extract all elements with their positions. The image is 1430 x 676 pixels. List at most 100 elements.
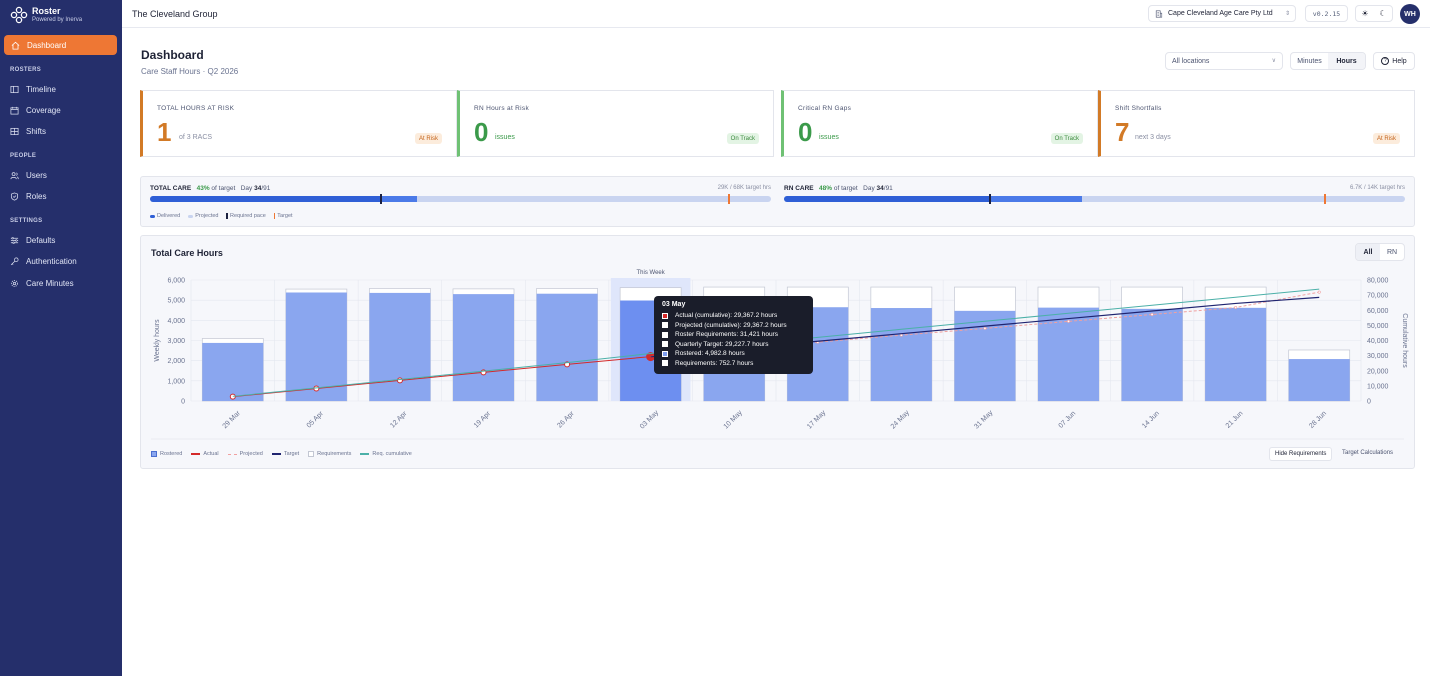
rn-care-percent: 48% (819, 185, 833, 192)
brand[interactable]: Roster Powered by Inerva (10, 6, 82, 24)
kpi-label: Critical RN Gaps (798, 105, 852, 112)
facility-name: Cape Cleveland Age Care Pty Ltd (1168, 10, 1273, 17)
rostered-bar (452, 294, 515, 401)
legend-projected[interactable]: Projected (227, 451, 263, 457)
page-subtitle: Care Staff Hours · Q2 2026 (141, 67, 239, 76)
legend-target[interactable]: Target (271, 451, 299, 457)
facility-selector[interactable]: Cape Cleveland Age Care Pty Ltd ⇕ (1148, 5, 1296, 22)
tooltip-row: Rostered: 4,982.8 hours (662, 349, 805, 359)
y-tick-label: 0 (181, 399, 185, 406)
unit-hours-button[interactable]: Hours (1328, 53, 1365, 69)
total-care-label: TOTAL CARE (150, 185, 192, 192)
legend-delivered: Delivered (150, 213, 180, 219)
help-button[interactable]: ? Help (1373, 52, 1415, 70)
legend-target: Target (273, 213, 293, 219)
kpi-card-total-hours[interactable]: TOTAL HOURS AT RISK 1 of 3 RACS At Risk (140, 90, 457, 157)
version-badge: v0.2.15 (1305, 5, 1348, 22)
chart-scope-toggle[interactable]: All RN (1355, 243, 1405, 261)
required-pace-marker (988, 194, 991, 204)
rostered-bar (1205, 307, 1267, 401)
rn-care-day: 34 (876, 185, 884, 192)
y2-tick-label: 30,000 (1367, 353, 1389, 360)
sidebar-item-dashboard[interactable]: Dashboard (4, 35, 117, 55)
sidebar-item-label: Defaults (26, 235, 56, 245)
sidebar-item-shifts[interactable]: Shifts (10, 124, 46, 138)
sidebar-item-defaults[interactable]: Defaults (10, 233, 55, 247)
location-select[interactable]: All locations ∨ (1165, 52, 1283, 70)
y-tick-label: 5,000 (167, 298, 185, 305)
legend-req-cumulative[interactable]: Req. cumulative (360, 451, 412, 457)
legend-rostered[interactable]: Rostered (151, 451, 182, 457)
tooltip-swatch (662, 312, 668, 319)
brand-name: Roster (32, 6, 61, 16)
kpi-value: 0 (474, 117, 489, 147)
y2-tick-label: 60,000 (1367, 308, 1389, 315)
key-icon (10, 257, 19, 265)
status-badge: At Risk (414, 133, 442, 144)
kpi-card-critical-rn-gaps[interactable]: Critical RN Gaps 0 issues On Track (781, 90, 1098, 157)
y-tick-label: 6,000 (167, 278, 185, 285)
tooltip-row: Requirements: 752.7 hours (662, 359, 805, 369)
tooltip-row: Projected (cumulative): 29,367.2 hours (662, 321, 805, 331)
sidebar-section-settings: SETTINGS (10, 218, 43, 224)
y2-tick-label: 20,000 (1367, 368, 1389, 375)
sidebar-item-users[interactable]: Users (10, 168, 47, 182)
help-icon: ? (1381, 57, 1390, 65)
rn-care-day-total: /91 (883, 185, 893, 192)
tooltip-swatch (662, 322, 668, 329)
legend-actual[interactable]: Actual (191, 451, 219, 457)
kpi-subtext: next 3 days (1135, 134, 1171, 141)
target-calculations-link[interactable]: Target Calculations (1342, 450, 1394, 456)
kpi-label: RN Hours at Risk (474, 105, 530, 112)
sidebar-item-roles[interactable]: Roles (10, 189, 46, 203)
unit-minutes-button[interactable]: Minutes (1297, 57, 1322, 65)
projected-fill (379, 196, 418, 202)
rn-care-day-prefix: Day (863, 185, 875, 192)
y-tick-label: 2,000 (167, 358, 185, 365)
tooltip-swatch (662, 360, 668, 367)
scope-rn-button[interactable]: RN (1386, 248, 1398, 256)
moon-icon[interactable]: ☾ (1379, 9, 1387, 18)
rn-care-label: RN CARE (784, 185, 814, 192)
tooltip-row: Actual (cumulative): 29,367.2 hours (662, 311, 805, 321)
sidebar-item-label: Shifts (26, 126, 47, 136)
sidebar-item-authentication[interactable]: Authentication (10, 254, 77, 268)
actual-point (229, 393, 236, 400)
total-care-progress-bar (150, 194, 771, 204)
sidebar-item-coverage[interactable]: Coverage (10, 103, 61, 117)
tooltip-row: Roster Requirements: 31,421 hours (662, 330, 805, 340)
scope-all-button[interactable]: All (1356, 244, 1380, 260)
legend-requirements[interactable]: Requirements (308, 451, 351, 457)
timeline-icon (10, 85, 19, 93)
unit-toggle[interactable]: Minutes Hours (1290, 52, 1366, 70)
total-care-percent: 43% (196, 185, 210, 192)
kpi-subtext: of 3 RACS (179, 134, 213, 141)
projected-point (983, 326, 987, 330)
organization-name: The Cleveland Group (132, 9, 218, 19)
kpi-label: TOTAL HOURS AT RISK (157, 105, 235, 112)
sun-icon[interactable]: ☀ (1361, 9, 1369, 18)
hide-requirements-button[interactable]: Hide Requirements (1269, 447, 1333, 461)
kpi-card-shift-shortfalls[interactable]: Shift Shortfalls 7 next 3 days At Risk (1098, 90, 1415, 157)
shield-icon (10, 192, 19, 200)
users-icon (10, 171, 19, 179)
y2-tick-label: 40,000 (1367, 338, 1389, 345)
status-badge: On Track (726, 133, 759, 144)
target-marker (727, 194, 730, 204)
rn-care-of-target: of target (833, 185, 858, 192)
chevron-down-icon: ∨ (1271, 58, 1276, 64)
kpi-card-rn-hours[interactable]: RN Hours at Risk 0 issues On Track (457, 90, 774, 157)
sidebar-section-rosters: ROSTERS (10, 67, 42, 73)
sidebar-item-label: Timeline (26, 84, 56, 94)
gear-icon (11, 279, 18, 287)
x-tick-label: 07 Jun (1058, 410, 1078, 430)
status-badge: At Risk (1372, 133, 1400, 144)
avatar[interactable]: WH (1400, 4, 1420, 24)
rn-care-progress-bar (784, 194, 1405, 204)
tooltip-swatch (662, 331, 668, 338)
y-tick-label: 4,000 (167, 318, 185, 325)
sidebar-item-care-minutes[interactable]: Care Minutes (10, 276, 74, 290)
calendar-icon (10, 106, 19, 114)
theme-toggle[interactable]: ☀ ☾ (1355, 5, 1393, 22)
sidebar-item-timeline[interactable]: Timeline (10, 82, 56, 96)
